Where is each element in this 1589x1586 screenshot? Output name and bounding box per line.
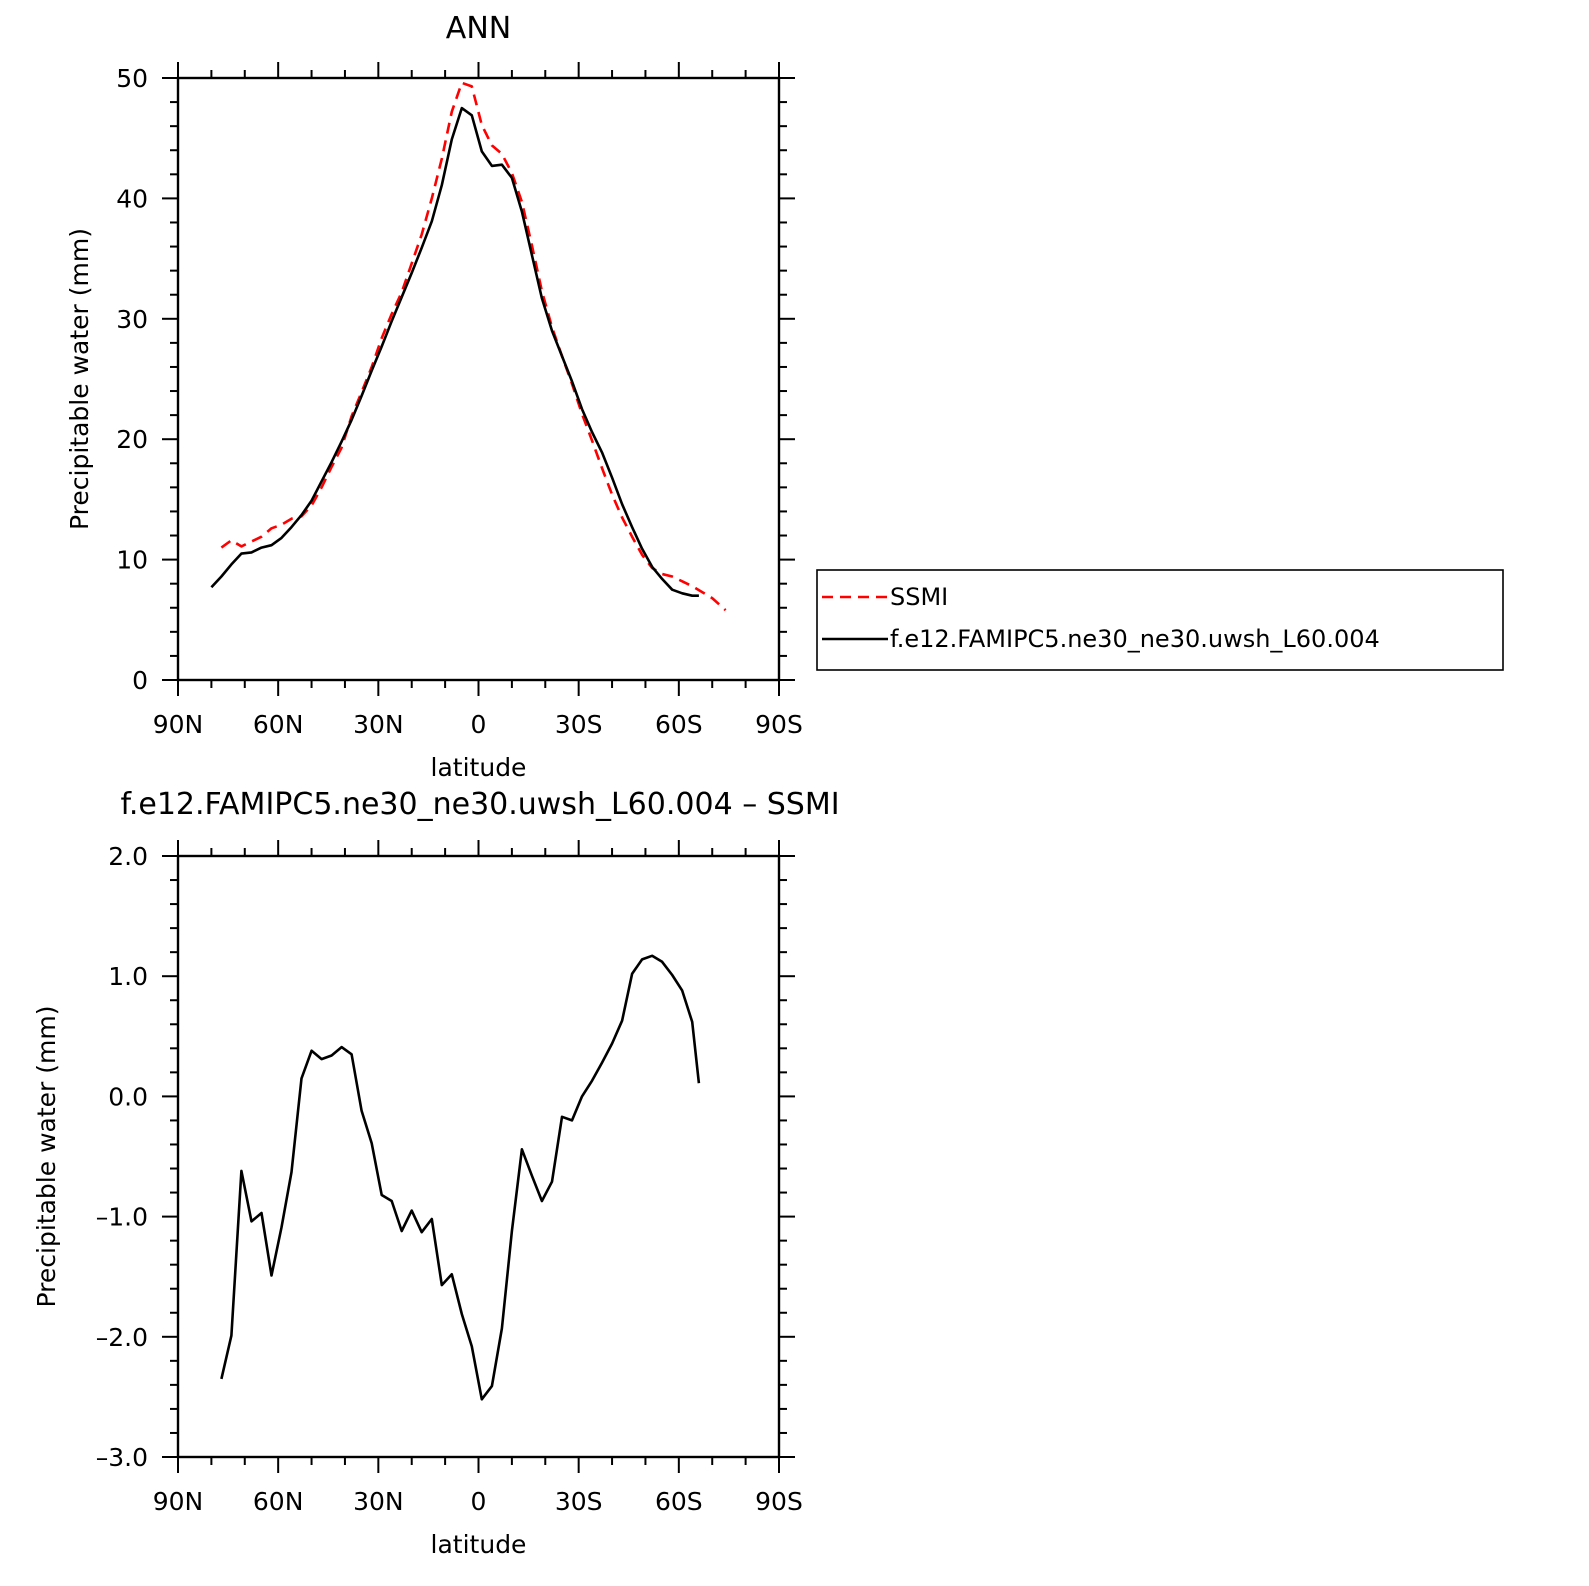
- y-tick-label: –3.0: [96, 1443, 148, 1472]
- y-tick-label: 20: [116, 425, 148, 454]
- series-line-1: [220, 954, 701, 1401]
- plot-frame: [176, 854, 781, 1459]
- legend-box: [816, 569, 1504, 671]
- y-tick-label: 50: [116, 64, 148, 93]
- chart-title: ANN: [446, 11, 511, 46]
- y-tick-label: 0.0: [108, 1082, 148, 1111]
- series-line-2: [210, 106, 699, 598]
- y-tick-label: 40: [116, 184, 148, 213]
- series-line-1: [220, 81, 727, 612]
- x-tick-label: 30N: [353, 1487, 404, 1516]
- legend-label-1: SSMI: [890, 583, 948, 611]
- x-tick-label: 90S: [755, 710, 803, 739]
- x-tick-label: 60N: [253, 1487, 304, 1516]
- x-tick-label: 90S: [755, 1487, 803, 1516]
- chart-panel-1: ANN 0 10 20 30 40 50 90N 60N 30N 0 30S 60S 90S latitud…: [65, 11, 803, 782]
- x-tick-label: 0: [471, 1487, 487, 1516]
- y-tick-label: 2.0: [108, 842, 148, 871]
- x-tick-label: 60S: [655, 1487, 703, 1516]
- y-tick-label: 30: [116, 305, 148, 334]
- y-axis-label: Precipitable water (mm): [65, 228, 94, 530]
- y-axis-label: Precipitable water (mm): [32, 1006, 61, 1308]
- x-tick-label: 30S: [555, 710, 603, 739]
- x-tick-label: 30S: [555, 1487, 603, 1516]
- y-tick-label: 0: [132, 666, 148, 695]
- x-tick-label: 0: [471, 710, 487, 739]
- x-axis-label: latitude: [431, 1530, 527, 1559]
- y-tick-label: –1.0: [96, 1203, 148, 1232]
- plot-frame: [176, 76, 781, 682]
- x-tick-label: 90N: [153, 1487, 204, 1516]
- y-tick-label: 1.0: [108, 962, 148, 991]
- y-tick-label: –2.0: [96, 1323, 148, 1352]
- x-axis-label: latitude: [431, 753, 527, 782]
- x-tick-label: 60S: [655, 710, 703, 739]
- x-tick-label: 60N: [253, 710, 304, 739]
- legend: SSMI f.e12.FAMIPC5.ne30_ne30.uwsh_L60.004: [816, 569, 1504, 671]
- x-tick-label: 30N: [353, 710, 404, 739]
- chart-title: f.e12.FAMIPC5.ne30_ne30.uwsh_L60.004 – S…: [120, 787, 839, 822]
- y-tick-label: 10: [116, 546, 148, 575]
- x-tick-label: 90N: [153, 710, 204, 739]
- legend-label-2: f.e12.FAMIPC5.ne30_ne30.uwsh_L60.004: [890, 625, 1380, 653]
- chart-panel-2: f.e12.FAMIPC5.ne30_ne30.uwsh_L60.004 – S…: [32, 787, 840, 1559]
